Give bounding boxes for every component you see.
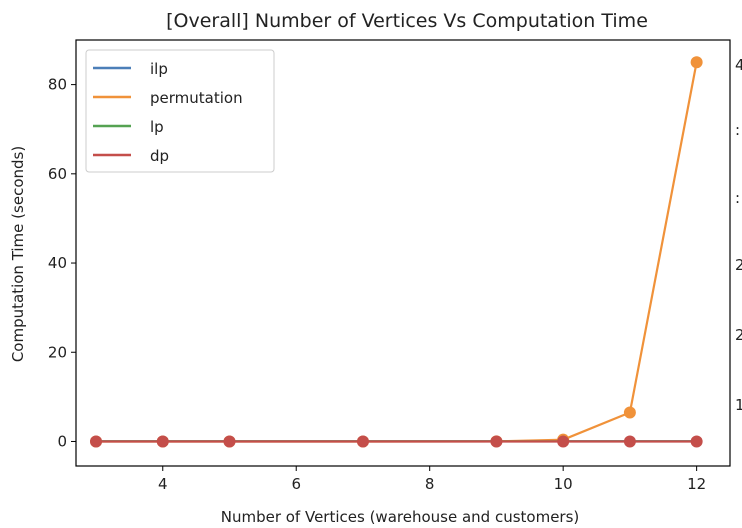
data-point-dp — [156, 435, 169, 448]
legend-label-dp: dp — [150, 147, 169, 165]
x-tick-label: 12 — [687, 475, 706, 493]
right-axis-tick-label: 1 — [735, 396, 742, 414]
plot-frame — [75, 39, 731, 467]
y-axis-title: Computation Time (seconds) — [9, 146, 27, 362]
data-point-dp — [490, 435, 503, 448]
data-point-dp — [223, 435, 236, 448]
data-point-permutation — [690, 56, 703, 69]
chart-title: [Overall] Number of Vertices Vs Computat… — [166, 10, 648, 32]
x-tick-label: 4 — [158, 475, 168, 493]
data-point-dp — [557, 435, 570, 448]
data-point-dp — [90, 435, 103, 448]
x-axis-title: Number of Vertices (warehouse and custom… — [221, 508, 580, 526]
data-point-permutation — [623, 406, 636, 419]
x-tick-label: 8 — [425, 475, 435, 493]
y-tick-label: 20 — [48, 343, 67, 361]
y-tick-label: 0 — [57, 432, 67, 450]
legend-label-permutation: permutation — [150, 89, 243, 107]
data-point-dp — [356, 435, 369, 448]
x-tick-label: 10 — [554, 475, 573, 493]
legend-box — [85, 49, 275, 173]
right-axis-tick-label: : — [735, 121, 740, 139]
right-axis-tick-label: 2 — [735, 326, 742, 344]
data-point-dp — [690, 435, 703, 448]
right-axis-tick-label: 2 — [735, 256, 742, 274]
right-axis-tick-label: : — [735, 189, 740, 207]
data-point-dp — [623, 435, 636, 448]
y-tick-label: 60 — [48, 165, 67, 183]
x-tick-label: 6 — [291, 475, 301, 493]
y-tick-label: 80 — [48, 76, 67, 94]
legend-label-ilp: ilp — [150, 60, 168, 78]
legend: ilp permutation lp dp — [85, 49, 275, 173]
right-axis-tick-label: 4 — [735, 56, 742, 74]
y-tick-label: 40 — [48, 254, 67, 272]
legend-label-lp: lp — [150, 118, 164, 136]
